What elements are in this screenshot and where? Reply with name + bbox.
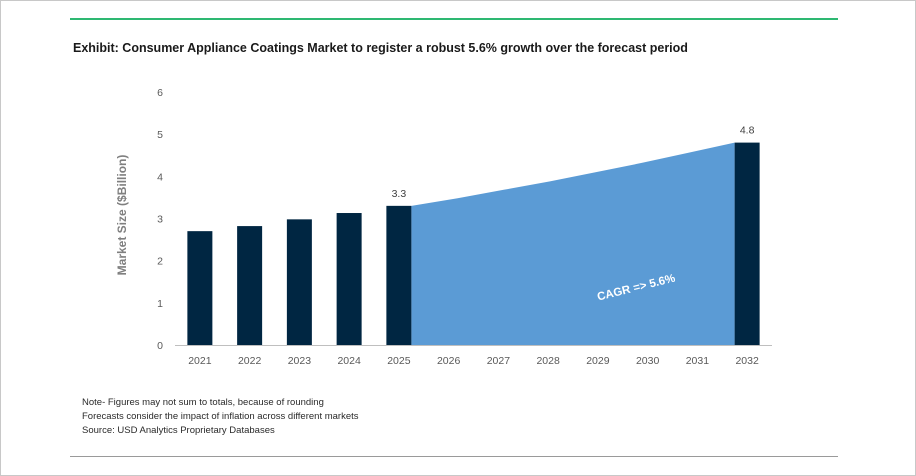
y-tick-label-3: 3 [157, 214, 163, 226]
y-tick-label-6: 6 [157, 87, 163, 99]
chart-title: Exhibit: Consumer Appliance Coatings Mar… [73, 41, 688, 55]
bar-2024 [336, 213, 362, 345]
forecast-area [411, 142, 735, 345]
bar-2022 [237, 226, 263, 345]
note-inflation: Forecasts consider the impact of inflati… [82, 411, 359, 422]
chart-notes: Note- Figures may not sum to totals, bec… [82, 396, 359, 438]
y-axis-title: Market Size ($Billion) [115, 155, 129, 276]
x-tick-label-2021: 2021 [188, 355, 212, 367]
bar-2023 [286, 219, 312, 345]
x-tick-label-2028: 2028 [536, 355, 560, 367]
bar-2021 [187, 231, 213, 345]
x-tick-label-2029: 2029 [586, 355, 610, 367]
x-tick-label-2030: 2030 [636, 355, 660, 367]
x-tick-label-2031: 2031 [686, 355, 710, 367]
note-source: Source: USD Analytics Proprietary Databa… [82, 425, 275, 436]
top-divider [70, 18, 838, 20]
y-tick-label-4: 4 [157, 171, 163, 183]
bar-2025 [386, 205, 412, 345]
y-tick-label-0: 0 [157, 340, 163, 352]
x-tick-label-2026: 2026 [437, 355, 461, 367]
bar-2032 [734, 142, 760, 345]
x-tick-label-2023: 2023 [288, 355, 312, 367]
x-tick-label-2032: 2032 [735, 355, 759, 367]
note-rounding: Note- Figures may not sum to totals, bec… [82, 397, 324, 408]
y-tick-label-1: 1 [157, 298, 163, 310]
data-label-2025: 3.3 [392, 188, 407, 200]
x-tick-label-2024: 2024 [337, 355, 361, 367]
data-label-2032: 4.8 [740, 125, 755, 137]
x-tick-label-2022: 2022 [238, 355, 262, 367]
bottom-divider [70, 456, 838, 457]
y-tick-label-2: 2 [157, 256, 163, 268]
y-tick-label-5: 5 [157, 129, 163, 141]
x-tick-label-2025: 2025 [387, 355, 411, 367]
x-tick-label-2027: 2027 [487, 355, 511, 367]
